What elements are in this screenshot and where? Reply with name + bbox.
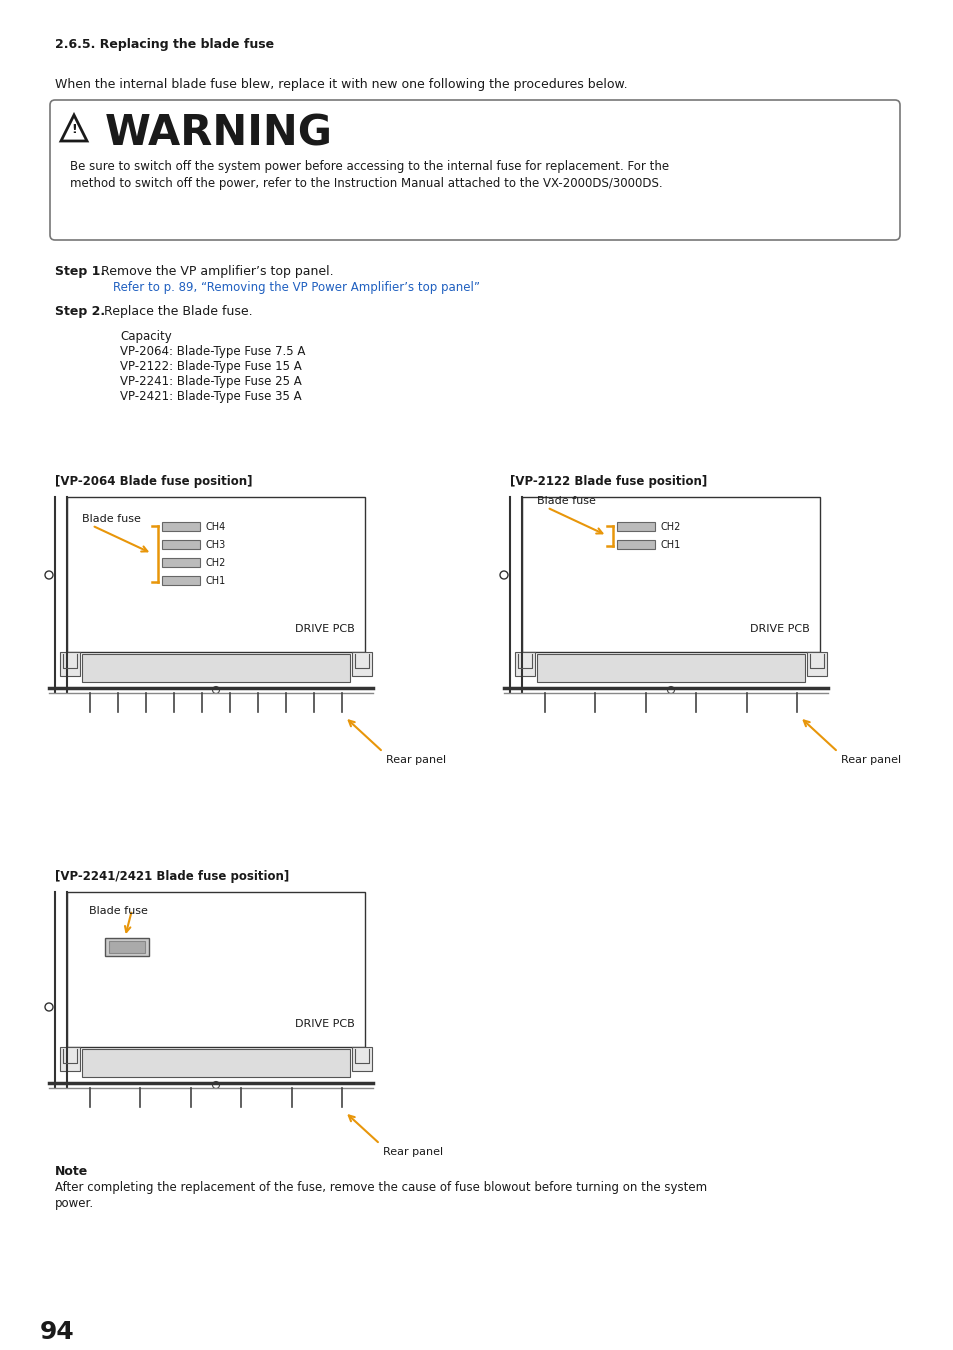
- Text: After completing the replacement of the fuse, remove the cause of fuse blowout b: After completing the replacement of the …: [55, 1181, 706, 1193]
- Text: Blade fuse: Blade fuse: [82, 513, 141, 524]
- Text: 2.6.5. Replacing the blade fuse: 2.6.5. Replacing the blade fuse: [55, 38, 274, 51]
- Text: method to switch off the power, refer to the Instruction Manual attached to the : method to switch off the power, refer to…: [70, 177, 662, 190]
- Text: 94: 94: [40, 1320, 74, 1345]
- Text: DRIVE PCB: DRIVE PCB: [294, 624, 355, 634]
- Bar: [67, 497, 365, 652]
- Bar: [82, 653, 350, 682]
- Bar: [352, 1048, 372, 1071]
- Text: Capacity: Capacity: [120, 329, 172, 343]
- Bar: [162, 558, 200, 567]
- Text: When the internal blade fuse blew, replace it with new one following the procedu: When the internal blade fuse blew, repla…: [55, 78, 627, 90]
- Bar: [352, 652, 372, 676]
- Bar: [105, 938, 149, 956]
- Bar: [109, 941, 145, 953]
- Text: VP-2241: Blade-Type Fuse 25 A: VP-2241: Blade-Type Fuse 25 A: [120, 375, 301, 387]
- Text: Rear panel: Rear panel: [386, 755, 446, 765]
- Bar: [521, 497, 820, 652]
- Text: !: !: [71, 123, 77, 136]
- Text: CH3: CH3: [206, 540, 226, 549]
- Text: VP-2122: Blade-Type Fuse 15 A: VP-2122: Blade-Type Fuse 15 A: [120, 360, 301, 373]
- Bar: [617, 522, 655, 531]
- Bar: [617, 540, 655, 549]
- Text: CH2: CH2: [206, 558, 226, 567]
- Bar: [67, 892, 365, 1048]
- Text: WARNING: WARNING: [105, 113, 333, 155]
- FancyBboxPatch shape: [50, 100, 899, 240]
- Bar: [162, 576, 200, 585]
- Text: Remove the VP amplifier’s top panel.: Remove the VP amplifier’s top panel.: [97, 265, 334, 278]
- Text: Step 2.: Step 2.: [55, 305, 105, 319]
- Text: Be sure to switch off the system power before accessing to the internal fuse for: Be sure to switch off the system power b…: [70, 161, 668, 173]
- Text: VP-2421: Blade-Type Fuse 35 A: VP-2421: Blade-Type Fuse 35 A: [120, 390, 301, 404]
- Text: DRIVE PCB: DRIVE PCB: [749, 624, 809, 634]
- Text: Blade fuse: Blade fuse: [537, 495, 596, 505]
- Text: Rear panel: Rear panel: [382, 1148, 442, 1157]
- Bar: [537, 653, 804, 682]
- Text: Rear panel: Rear panel: [841, 755, 901, 765]
- Text: Blade fuse: Blade fuse: [89, 906, 148, 917]
- Bar: [162, 522, 200, 531]
- Text: [VP-2241/2421 Blade fuse position]: [VP-2241/2421 Blade fuse position]: [55, 869, 289, 883]
- Text: DRIVE PCB: DRIVE PCB: [294, 1019, 355, 1029]
- Text: VP-2064: Blade-Type Fuse 7.5 A: VP-2064: Blade-Type Fuse 7.5 A: [120, 346, 305, 358]
- Text: CH2: CH2: [660, 521, 680, 532]
- Bar: [82, 1049, 350, 1077]
- Text: Refer to p. 89, “Removing the VP Power Amplifier’s top panel”: Refer to p. 89, “Removing the VP Power A…: [112, 281, 479, 294]
- Bar: [515, 652, 535, 676]
- Bar: [60, 652, 80, 676]
- Text: Note: Note: [55, 1165, 89, 1179]
- Text: [VP-2122 Blade fuse position]: [VP-2122 Blade fuse position]: [510, 475, 706, 487]
- Text: CH4: CH4: [206, 521, 226, 532]
- Text: [VP-2064 Blade fuse position]: [VP-2064 Blade fuse position]: [55, 475, 253, 487]
- Text: power.: power.: [55, 1197, 94, 1210]
- Text: CH1: CH1: [206, 575, 226, 586]
- Text: CH1: CH1: [660, 540, 680, 549]
- Text: Replace the Blade fuse.: Replace the Blade fuse.: [100, 305, 253, 319]
- Bar: [806, 652, 826, 676]
- Text: Step 1.: Step 1.: [55, 265, 105, 278]
- Bar: [60, 1048, 80, 1071]
- Bar: [162, 540, 200, 549]
